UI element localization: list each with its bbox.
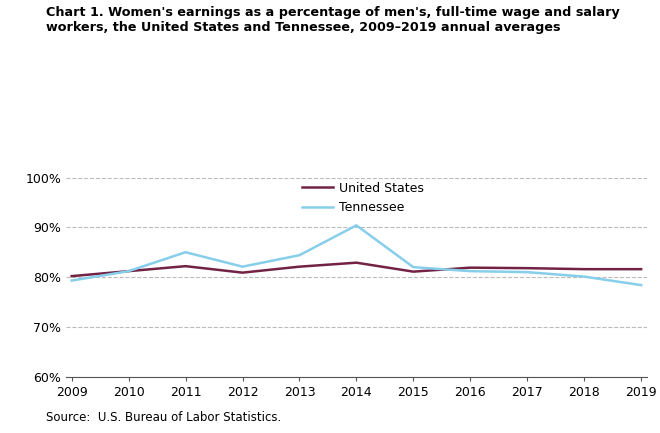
Text: Source:  U.S. Bureau of Labor Statistics.: Source: U.S. Bureau of Labor Statistics. (46, 411, 281, 424)
Legend: United States, Tennessee: United States, Tennessee (302, 181, 424, 214)
Text: Chart 1. Women's earnings as a percentage of men's, full-time wage and salary
wo: Chart 1. Women's earnings as a percentag… (46, 6, 620, 35)
